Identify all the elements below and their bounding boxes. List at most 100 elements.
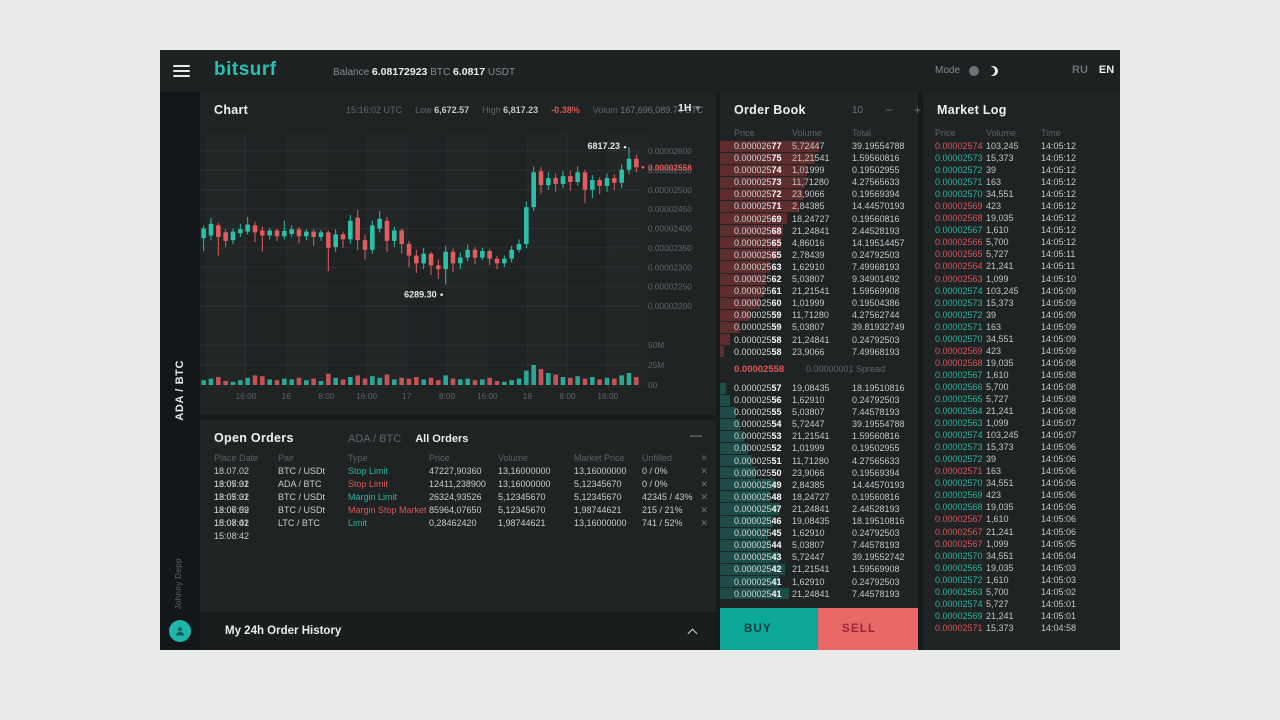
order-book-row[interactable]: 0.00002572 23,9066 0.19569394 [720,188,918,200]
cancel-order-button[interactable]: ✕ [700,492,708,502]
price-cell: 0.00002573 [935,442,983,453]
volume-cell: 423 [986,201,1002,212]
order-book-row[interactable]: 0.00002558 21,24841 0.24792503 [720,334,918,346]
time-cell: 14:05:01 [1041,598,1077,609]
time-cell: 14:04:58 [1041,622,1077,633]
order-book-row[interactable]: 0.00002545 1,62910 0.24792503 [720,527,918,539]
order-book-row[interactable]: 0.00002546 19,08435 18.19510816 [720,515,918,527]
pair-cell: ADA / BTC [278,479,322,489]
order-book-row[interactable]: 0.00002549 2,84385 14.44570193 [720,479,918,491]
order-book-row[interactable]: 0.00002556 1,62910 0.24792503 [720,394,918,406]
volume-cell: 23,9066 [792,467,825,478]
type-cell: Stop Limit [348,479,389,489]
total-cell: 39.81932749 [852,322,905,333]
total-cell: 0.19560816 [852,213,900,224]
order-book-row[interactable]: 0.00002554 5,72447 39.19554788 [720,418,918,430]
time-cell: 14:05:08 [1041,381,1077,392]
order-book-row[interactable]: 0.00002575 21,21541 1.59560816 [720,152,918,164]
light-mode-icon[interactable] [969,65,980,76]
time-cell: 14:05:11 [1041,249,1076,260]
market-log-row: 0.00002564 21,241 14:05:08 [923,405,1120,417]
buy-button[interactable]: BUY [720,608,818,650]
order-book-row[interactable]: 0.00002541 1,62910 0.24792503 [720,576,918,588]
total-cell: 2.44528193 [852,503,900,514]
order-book-row[interactable]: 0.00002573 11,71280 4.27565633 [720,176,918,188]
price-cell: 0.00002547 [734,503,782,514]
order-book-row[interactable]: 0.00002543 5,72447 39.19552742 [720,551,918,563]
order-book-row[interactable]: 0.00002541 21,24841 7.44578193 [720,588,918,600]
decrease-depth-button[interactable]: − [885,103,893,117]
order-book-row[interactable]: 0.00002560 1,01999 0.19504386 [720,297,918,309]
volume-cell: 21,21541 [792,431,830,442]
volume-cell: 2,84385 [792,201,825,212]
price-cell: 0.00002559 [734,310,782,321]
collapse-icon[interactable]: — [690,428,702,442]
volume-cell: 423 [986,490,1002,501]
depth-bar [720,455,752,467]
order-book-row[interactable]: 0.00002553 21,21541 1.59560816 [720,430,918,442]
tab-all-orders[interactable]: All Orders [415,433,469,445]
price-cell: 0.00002541 [734,576,782,587]
svg-text:16:00: 16:00 [477,391,498,401]
order-book-row[interactable]: 0.00002547 21,24841 2.44528193 [720,503,918,515]
order-book-row[interactable]: 0.00002559 11,71280 4.27562744 [720,309,918,321]
btc-unit: BTC [430,67,451,78]
order-book-row[interactable]: 0.00002569 18,24727 0.19560816 [720,213,918,225]
volume-cell: 163 [986,177,1002,188]
cancel-order-button[interactable]: ✕ [700,466,708,476]
volume-cell: 1,610 [986,225,1009,236]
depth-bar [720,261,770,273]
cancel-order-button[interactable]: ✕ [700,479,708,489]
order-book-row[interactable]: 0.00002557 19,08435 18.19510816 [720,382,918,394]
menu-icon[interactable] [173,65,190,80]
total-cell: 18.19510816 [852,516,905,527]
market-log-row: 0.00002563 1,099 14:05:07 [923,417,1120,429]
order-book-row[interactable]: 0.00002565 4,86016 14.19514457 [720,237,918,249]
volume-cell: 1,98744621 [498,518,546,528]
volume-cell: 21,24841 [792,588,830,599]
price-cell: 0.00002571 [734,201,782,212]
chevron-up-icon[interactable] [687,628,698,639]
total-cell: 0.19504386 [852,298,900,309]
lang-en[interactable]: EN [1098,64,1115,76]
order-book-row[interactable]: 0.00002571 2,84385 14.44570193 [720,200,918,213]
depth-bar [720,406,736,418]
market-log-row: 0.00002568 19,035 14:05:08 [923,357,1120,369]
price-cell: 0.00002567 [935,526,983,537]
avatar[interactable] [169,620,191,642]
volume-cell: 5,72447 [792,141,825,151]
dark-mode-icon[interactable] [988,65,999,76]
order-book-row[interactable]: 0.00002562 5,03807 9.34901492 [720,273,918,285]
market-log-row: 0.00002565 5,727 14:05:08 [923,393,1120,405]
cancel-order-button[interactable]: ✕ [700,505,708,515]
order-book-row[interactable]: 0.00002542 21,21541 1.59569908 [720,563,918,575]
order-book-row[interactable]: 0.00002544 5,03807 7.44578193 [720,539,918,551]
order-book-row[interactable]: 0.00002552 1,01999 0.19502955 [720,442,918,455]
increase-depth-button[interactable]: + [914,103,922,117]
lang-ru[interactable]: RU [1072,64,1088,76]
history-bar[interactable]: My 24h Order History [200,615,716,648]
order-book-row[interactable]: 0.00002548 18,24727 0.19560816 [720,491,918,503]
order-book-row[interactable]: 0.00002568 21,24841 2.44528193 [720,225,918,237]
order-book-row[interactable]: 0.00002558 23,9066 7.49968193 [720,346,918,358]
tab-pair[interactable]: ADA / BTC [348,433,402,445]
sell-button[interactable]: SELL [818,608,918,650]
total-cell: 14.44570193 [852,479,905,490]
order-book-row[interactable]: 0.00002555 5,03807 7.44578193 [720,406,918,418]
order-book-row[interactable]: 0.00002677 5,72447 39.19554788 [720,140,918,152]
market-log-row: 0.00002569 423 14:05:09 [923,345,1120,357]
order-book-row[interactable]: 0.00002559 5,03807 39.81932749 [720,321,918,333]
order-book-row[interactable]: 0.00002563 1,62910 7.49968193 [720,261,918,273]
cancel-order-button[interactable]: ✕ [700,518,708,528]
order-book-row[interactable]: 0.00002551 11,71280 4.27565633 [720,455,918,467]
price-cell: 0.00002564 [935,261,983,272]
order-book-row[interactable]: 0.00002561 21,21541 1.59569908 [720,285,918,297]
order-book-row[interactable]: 0.00002550 23,9066 0.19569394 [720,467,918,479]
type-cell: Limit [348,518,368,528]
market-log-row: 0.00002572 39 14:05:06 [923,453,1120,465]
market-log-row: 0.00002565 5,727 14:05:11 [923,248,1120,260]
volume-cell: 19,08435 [792,516,830,527]
interval-select[interactable]: 1H ▾ [678,102,700,114]
order-book-row[interactable]: 0.00002574 1,01999 0.19502955 [720,164,918,176]
order-book-row[interactable]: 0.00002565 2,78439 0.24792503 [720,249,918,261]
